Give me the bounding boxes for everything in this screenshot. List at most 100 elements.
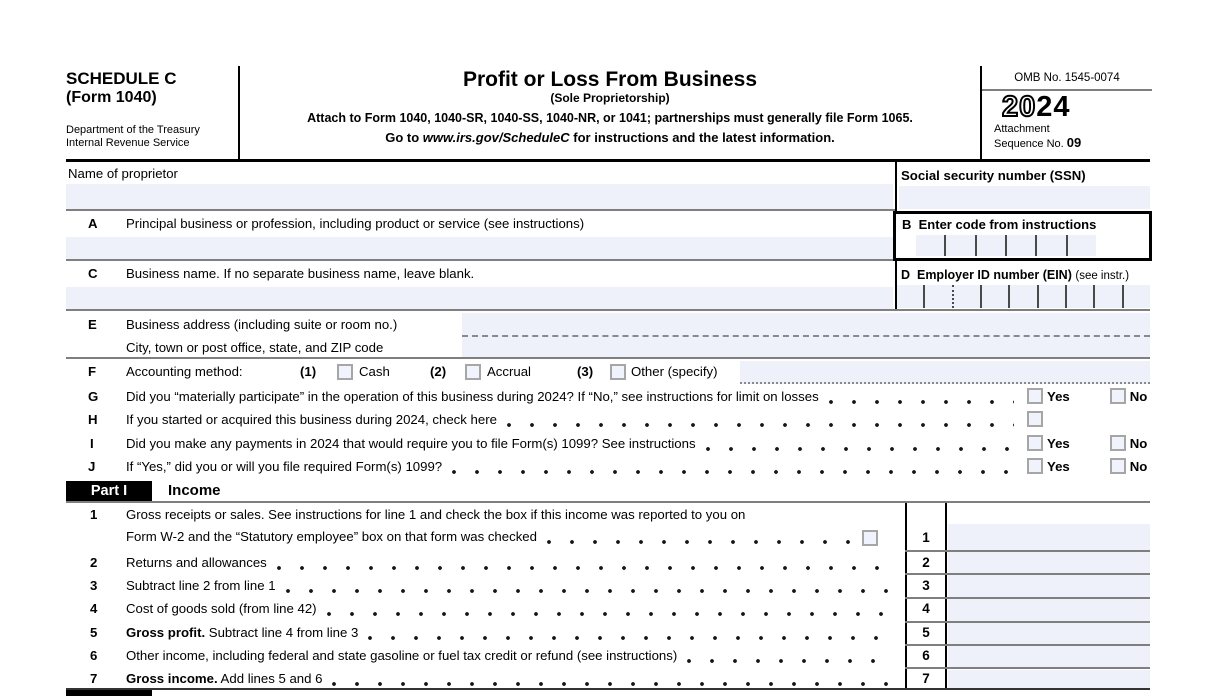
row-divider <box>66 357 1150 359</box>
ein-field[interactable] <box>897 285 1150 308</box>
line-i-label: Did you make any payments in 2024 that w… <box>126 436 696 451</box>
no-label: No <box>1129 388 1148 404</box>
line-j-yes-checkbox[interactable] <box>1027 458 1043 474</box>
accrual-method-label: Accrual <box>487 364 531 379</box>
line-a-label: Principal business or profession, includ… <box>126 216 585 231</box>
ssn-field[interactable] <box>899 186 1150 209</box>
line-1-number-left: 1 <box>90 507 98 522</box>
part1-header-badge: Part I <box>66 481 152 501</box>
cash-method-checkbox[interactable] <box>337 364 353 380</box>
line-1-label-part1: Gross receipts or sales. See instruction… <box>126 507 746 522</box>
form-title-block: Profit or Loss From Business (Sole Propr… <box>240 68 980 160</box>
line-j-letter: J <box>88 459 96 474</box>
proprietor-name-field[interactable] <box>66 184 893 209</box>
line-5-amount-field[interactable] <box>948 623 1150 644</box>
line-c-letter: C <box>88 266 98 281</box>
line-4-number: 4 <box>922 601 930 616</box>
line-g-yes-checkbox[interactable] <box>1027 388 1043 404</box>
cash-method-label: Cash <box>359 364 390 379</box>
sequence-text: Sequence No. <box>994 138 1067 150</box>
goto-instruction: Go to www.irs.gov/ScheduleC for instruct… <box>240 130 980 145</box>
line-6-amount-field[interactable] <box>948 646 1150 667</box>
statutory-employee-checkbox[interactable] <box>862 530 878 546</box>
sequence-label: Sequence No. 09 <box>994 136 1152 151</box>
line-g-no-checkbox[interactable] <box>1109 388 1126 404</box>
row-divider <box>66 309 1150 311</box>
dot-leader <box>687 648 890 666</box>
line-j-label: If “Yes,” did you or will you file requi… <box>126 459 443 474</box>
line-i-no-checkbox[interactable] <box>1109 435 1126 451</box>
line-g-letter: G <box>88 389 99 404</box>
yes-label: Yes <box>1047 458 1070 474</box>
line-7-label: Add lines 5 and 6 <box>217 671 323 686</box>
line-d-letter: D <box>901 268 911 282</box>
income-row-divider <box>905 621 1150 623</box>
form-title: Profit or Loss From Business <box>462 68 758 91</box>
line-f-letter: F <box>88 364 97 379</box>
line-i-yes-checkbox[interactable] <box>1027 435 1043 451</box>
line-j-no-checkbox[interactable] <box>1109 458 1126 474</box>
principal-business-field[interactable] <box>66 237 893 259</box>
dot-leader <box>276 555 890 573</box>
ein-cells <box>897 285 1150 308</box>
line-1-amount-field[interactable] <box>948 524 1150 550</box>
form-subtitle: (Sole Proprietorship) <box>550 91 670 105</box>
line-h-row: If you started or acquired this business… <box>126 412 1022 430</box>
line-5-number-left: 5 <box>90 625 98 640</box>
no-label: No <box>1129 458 1148 474</box>
line-3-amount-field[interactable] <box>948 575 1150 597</box>
income-row-divider <box>905 550 1150 552</box>
business-name-field[interactable] <box>66 287 893 309</box>
year-outline-part: 20 <box>1001 91 1037 123</box>
method-3-number: (3) <box>577 364 594 379</box>
line-a-letter: A <box>88 216 98 231</box>
row-divider <box>66 259 895 261</box>
city-state-zip-field[interactable] <box>462 337 1150 357</box>
line-5-number: 5 <box>922 625 930 640</box>
line-4-row: Cost of goods sold (from line 42) <box>126 601 898 619</box>
dept-treasury-label: Department of the Treasury <box>66 124 200 136</box>
line-2-amount-field[interactable] <box>948 552 1150 573</box>
accrual-method-checkbox[interactable] <box>465 364 481 380</box>
line-2-number: 2 <box>922 555 930 570</box>
line-e-label-2: City, town or post office, state, and ZI… <box>126 340 384 355</box>
line-h-checkbox[interactable] <box>1027 411 1043 427</box>
line-i-row: Did you make any payments in 2024 that w… <box>126 436 1022 454</box>
line-g-row: Did you “materially participate” in the … <box>126 389 1022 407</box>
part1-bottom-divider <box>66 688 1150 690</box>
line-4-amount-field[interactable] <box>948 599 1150 621</box>
form-number-label: (Form 1040) <box>66 89 157 106</box>
omb-block: OMB No. 1545-0074 2024 Attachment Sequen… <box>980 66 1152 160</box>
other-method-specify-field[interactable] <box>740 361 1150 384</box>
line-6-number-left: 6 <box>90 648 98 663</box>
business-address-field[interactable] <box>462 313 1150 337</box>
line-3-number: 3 <box>922 578 930 593</box>
income-row-divider <box>905 667 1150 669</box>
line-4-label: Cost of goods sold (from line 42) <box>126 601 317 616</box>
ssn-label: Social security number (SSN) <box>901 168 1086 183</box>
dot-leader <box>452 459 1014 477</box>
goto-url[interactable]: www.irs.gov/ScheduleC <box>422 130 570 145</box>
line-7-number-left: 7 <box>90 671 98 686</box>
line-7-amount-field[interactable] <box>948 670 1150 688</box>
line-g-label: Did you “materially participate” in the … <box>126 389 819 404</box>
business-code-field[interactable] <box>916 235 1096 256</box>
irs-label: Internal Revenue Service <box>66 137 190 149</box>
dot-leader <box>828 389 1014 407</box>
line-h-label: If you started or acquired this business… <box>126 412 497 427</box>
income-row-divider <box>905 573 1150 575</box>
dot-leader <box>285 578 890 596</box>
line-3-number-left: 3 <box>90 578 98 593</box>
line-3-row: Subtract line 2 from line 1 <box>126 578 898 596</box>
line-g-yesno: Yes No <box>1027 388 1147 404</box>
sequence-number: 09 <box>1066 135 1082 150</box>
row-divider <box>66 209 895 211</box>
omb-number: OMB No. 1545-0074 <box>982 66 1152 91</box>
line-5-row: Gross profit. Subtract line 4 from line … <box>126 625 898 643</box>
dot-leader <box>332 671 890 689</box>
part2-header-stub <box>66 690 152 696</box>
line-b-letter: B <box>902 217 912 232</box>
other-method-checkbox[interactable] <box>610 364 626 380</box>
year-bold-part: 24 <box>1036 91 1071 123</box>
